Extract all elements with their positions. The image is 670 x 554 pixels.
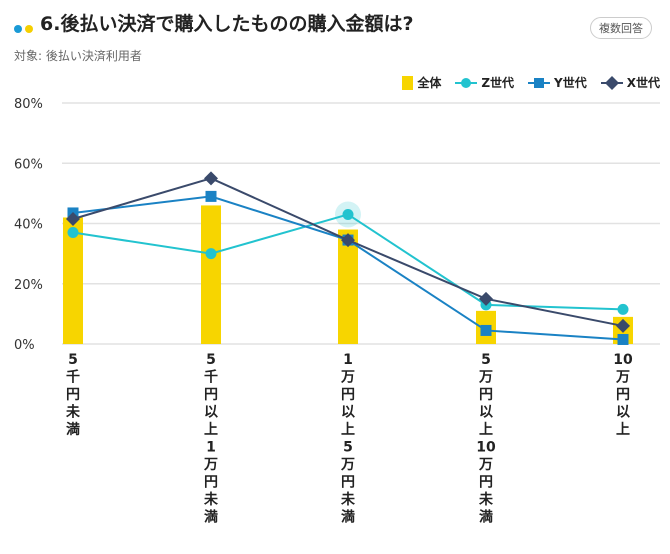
square-marker (205, 190, 217, 202)
circle-marker (205, 248, 217, 260)
x-tick-label: 5 千円以上 1 万円未満 (203, 352, 219, 526)
y-tick-label: 0% (14, 338, 35, 353)
legend: 全体 Z世代 Y世代 X世代 (402, 74, 660, 91)
diamond-marker (66, 211, 80, 226)
legend-label: 全体 (417, 76, 442, 90)
y-tick-label: 20% (14, 278, 43, 293)
legend-item: Y世代 (528, 74, 587, 91)
circle-marker (67, 227, 79, 239)
diamond-marker (616, 318, 630, 333)
legend-label: Y世代 (554, 76, 587, 90)
legend-item: X世代 (600, 74, 660, 91)
circle-marker (617, 303, 629, 315)
bar-0 (63, 217, 83, 344)
x-tick-label: 5 千円未満 (66, 352, 81, 438)
blue-dot (14, 25, 22, 33)
legend-circle-icon (455, 76, 478, 90)
legend-square-icon (528, 76, 551, 90)
multiple-answer-badge: 複数回答 (590, 17, 652, 39)
page-title: 6.後払い決済で購入したものの購入金額は? (40, 13, 414, 35)
y-tick-label: 80% (14, 97, 43, 112)
x-tick-label: 5 万円以上 10 万円未満 (476, 352, 496, 526)
diamond-marker (341, 233, 355, 248)
yellow-dot (25, 25, 33, 33)
legend-label: Z世代 (481, 76, 515, 90)
subtitle: 対象: 後払い決済利用者 (14, 49, 142, 63)
legend-item: Z世代 (455, 74, 514, 91)
square-marker (480, 324, 492, 336)
legend-label: X世代 (626, 76, 660, 90)
bar-2 (338, 229, 358, 344)
diamond-marker (204, 171, 218, 186)
legend-diamond-icon (600, 75, 623, 90)
diamond-marker (479, 291, 493, 306)
legend-bar-icon (402, 75, 414, 90)
y-tick-label: 40% (14, 218, 43, 233)
x-tick-label: 10 万円以上 (613, 352, 633, 438)
circle-marker (342, 208, 354, 220)
square-marker (617, 333, 629, 345)
y-tick-label: 60% (14, 157, 43, 172)
bar-1 (201, 205, 221, 344)
x-tick-label: 1 万円以上 5 万円未満 (340, 352, 356, 526)
legend-item: 全体 (402, 74, 441, 91)
title-dots (14, 18, 36, 37)
